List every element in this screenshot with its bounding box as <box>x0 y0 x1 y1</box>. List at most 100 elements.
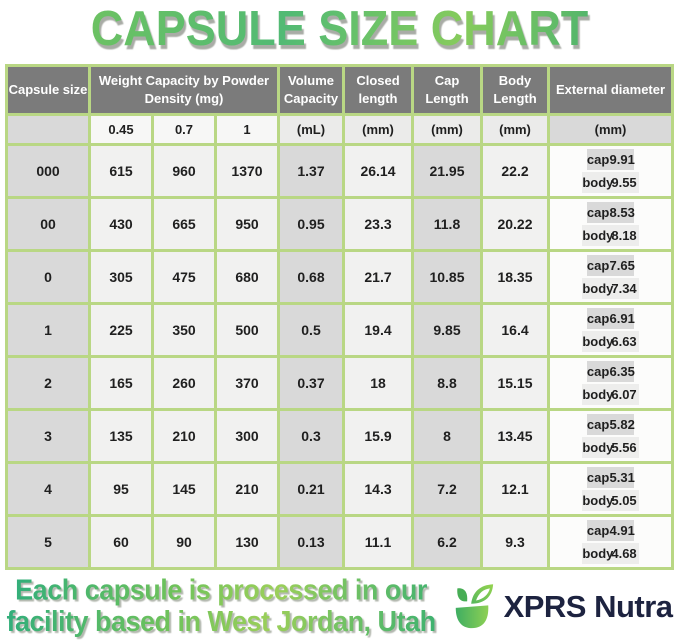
body-label: body <box>582 334 614 349</box>
capsule-size-cell: 5 <box>8 517 88 567</box>
capsule-size-cell: 0 <box>8 252 88 302</box>
cap-label: cap <box>586 152 610 167</box>
tagline-text: Each capsule is processed in our facilit… <box>6 574 436 638</box>
cap-diameter-value: 5.82 <box>609 417 635 432</box>
weight-cell: 165 <box>91 358 151 408</box>
volume-cell: 0.5 <box>280 305 342 355</box>
body-diameter-value: 4.68 <box>611 546 637 561</box>
body-label: body <box>582 281 614 296</box>
capsule-size-cell: 1 <box>8 305 88 355</box>
weight-cell: 1370 <box>217 146 277 196</box>
body-diameter-value: 7.34 <box>611 281 637 296</box>
volume-cell: 0.95 <box>280 199 342 249</box>
external-cap-row: cap 5.31 <box>586 467 635 488</box>
cap-length-cell: 8.8 <box>414 358 480 408</box>
page-title-shadow: CAPSULE SIZE CHART <box>4 7 679 57</box>
weight-cell: 260 <box>154 358 214 408</box>
body-diameter-value: 8.18 <box>611 228 637 243</box>
external-body-row: body 9.55 <box>582 172 639 193</box>
unit-body: (mm) <box>483 116 547 143</box>
external-diameter-cell: cap 9.91 body 9.55 <box>550 146 671 196</box>
col-header-volume-capacity: Volume Capacity <box>280 67 342 113</box>
body-label: body <box>582 387 614 402</box>
body-diameter-value: 6.07 <box>611 387 637 402</box>
external-diameter-cell: cap 5.82 body 5.56 <box>550 411 671 461</box>
body-length-cell: 15.15 <box>483 358 547 408</box>
weight-cell: 95 <box>91 464 151 514</box>
col-header-external-diameter: External diameter <box>550 67 671 113</box>
external-diameter-cell: cap 6.35 body 6.07 <box>550 358 671 408</box>
weight-cell: 370 <box>217 358 277 408</box>
external-diameter-cell: cap 7.65 body 7.34 <box>550 252 671 302</box>
body-diameter-value: 9.55 <box>611 175 637 190</box>
cap-diameter-value: 6.35 <box>609 364 635 379</box>
unit-cap: (mm) <box>414 116 480 143</box>
weight-cell: 665 <box>154 199 214 249</box>
page-title: CAPSULE SIZE CHART CAPSULE SIZE CHART <box>0 1 679 59</box>
weight-cell: 145 <box>154 464 214 514</box>
cap-length-cell: 6.2 <box>414 517 480 567</box>
body-length-cell: 22.2 <box>483 146 547 196</box>
external-cap-row: cap 7.65 <box>586 255 635 276</box>
weight-cell: 430 <box>91 199 151 249</box>
capsule-size-cell: 3 <box>8 411 88 461</box>
capsule-size-cell: 4 <box>8 464 88 514</box>
body-length-cell: 12.1 <box>483 464 547 514</box>
weight-cell: 135 <box>91 411 151 461</box>
tagline: Each capsule is processed in our facilit… <box>6 574 438 639</box>
footer: Each capsule is processed in our facilit… <box>0 571 679 643</box>
external-diameter-cell: cap 4.91 body 4.68 <box>550 517 671 567</box>
unit-density-045: 0.45 <box>91 116 151 143</box>
weight-cell: 350 <box>154 305 214 355</box>
volume-cell: 0.68 <box>280 252 342 302</box>
capsule-size-cell: 2 <box>8 358 88 408</box>
leaf-bowl-icon <box>455 584 493 629</box>
capsule-size-cell: 000 <box>8 146 88 196</box>
weight-cell: 680 <box>217 252 277 302</box>
cap-diameter-value: 8.53 <box>609 205 635 220</box>
external-diameter-cell: cap 8.53 body 8.18 <box>550 199 671 249</box>
body-length-cell: 18.35 <box>483 252 547 302</box>
volume-cell: 0.21 <box>280 464 342 514</box>
external-diameter-cell: cap 6.91 body 6.63 <box>550 305 671 355</box>
cap-label: cap <box>586 311 610 326</box>
cap-length-cell: 8 <box>414 411 480 461</box>
external-diameter-cell: cap 5.31 body 5.05 <box>550 464 671 514</box>
body-length-cell: 20.22 <box>483 199 547 249</box>
unit-density-07: 0.7 <box>154 116 214 143</box>
unit-external: (mm) <box>550 116 671 143</box>
closed-length-cell: 23.3 <box>345 199 411 249</box>
cap-label: cap <box>586 523 610 538</box>
weight-cell: 225 <box>91 305 151 355</box>
external-body-row: body 7.34 <box>582 278 639 299</box>
body-diameter-value: 5.05 <box>611 493 637 508</box>
body-label: body <box>582 546 614 561</box>
cap-diameter-value: 5.31 <box>609 470 635 485</box>
weight-cell: 960 <box>154 146 214 196</box>
external-cap-row: cap 5.82 <box>586 414 635 435</box>
cap-label: cap <box>586 205 610 220</box>
body-length-cell: 16.4 <box>483 305 547 355</box>
volume-cell: 0.3 <box>280 411 342 461</box>
col-header-closed-length: Closed length <box>345 67 411 113</box>
cap-diameter-value: 6.91 <box>609 311 635 326</box>
page-title-text: CAPSULE SIZE CHART <box>0 3 679 53</box>
cap-label: cap <box>586 364 610 379</box>
weight-cell: 475 <box>154 252 214 302</box>
cap-length-cell: 11.8 <box>414 199 480 249</box>
unit-capsule-size <box>8 116 88 143</box>
weight-cell: 300 <box>217 411 277 461</box>
cap-label: cap <box>586 417 610 432</box>
external-body-row: body 6.07 <box>582 384 639 405</box>
col-header-capsule-size: Capsule size <box>8 67 88 113</box>
body-length-cell: 9.3 <box>483 517 547 567</box>
weight-cell: 305 <box>91 252 151 302</box>
external-cap-row: cap 4.91 <box>586 520 635 541</box>
cap-label: cap <box>586 258 610 273</box>
weight-cell: 130 <box>217 517 277 567</box>
weight-cell: 210 <box>217 464 277 514</box>
external-body-row: body 5.05 <box>582 490 639 511</box>
closed-length-cell: 14.3 <box>345 464 411 514</box>
cap-diameter-value: 7.65 <box>609 258 635 273</box>
body-diameter-value: 6.63 <box>611 334 637 349</box>
